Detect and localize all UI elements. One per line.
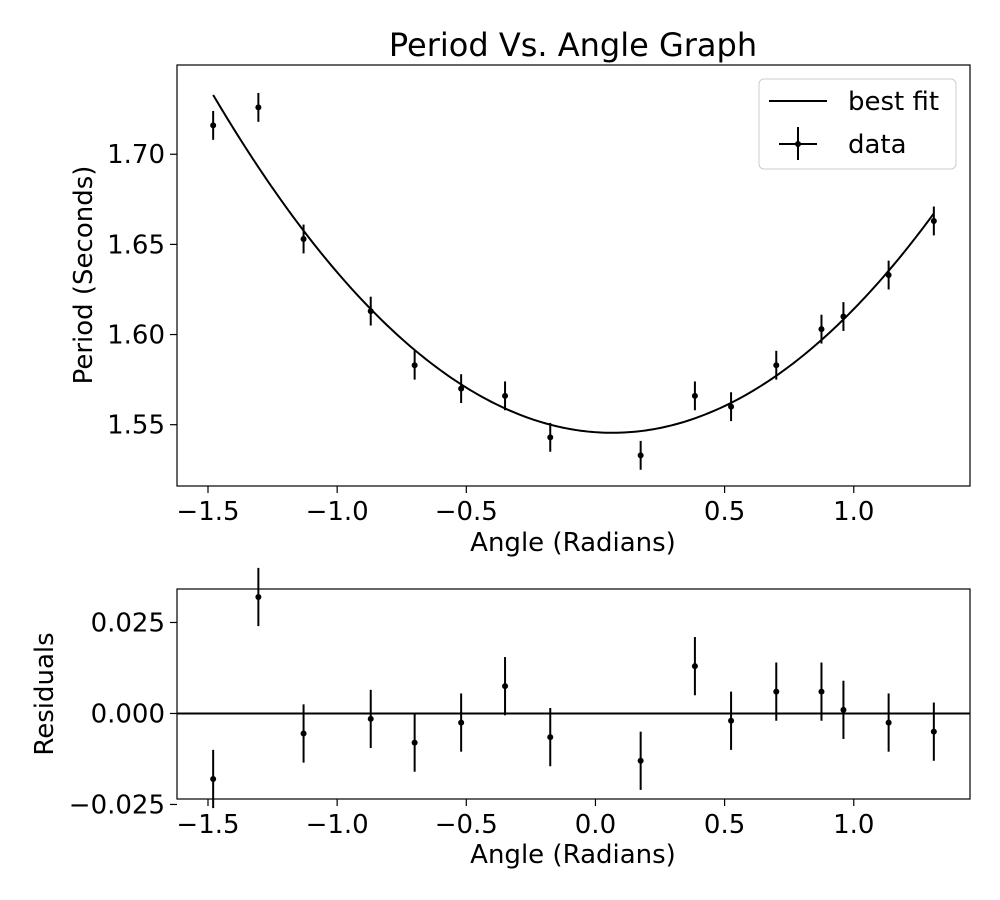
x-tick-label: 0.5 [704,497,745,527]
data-point [728,717,735,724]
x-tick-label: 0.0 [575,810,616,840]
data-point [691,392,698,399]
x-tick-label: −1.5 [176,497,239,527]
x-tick-label: 1.0 [833,497,874,527]
residuals-y-ticks: −0.025 0.000 0.025 [69,608,177,820]
data-point [818,326,825,333]
legend-best-fit-label: best fit [848,87,939,117]
y-tick-label: 0.000 [91,699,165,729]
data-point [930,217,937,224]
data-point [728,403,735,410]
x-tick-label: 0.5 [704,810,745,840]
residuals-plot-frame [176,588,971,800]
data-point [458,719,465,726]
y-tick-label: 1.55 [107,411,165,441]
data-point [502,683,509,690]
data-point [885,719,892,726]
legend: best fit data [758,78,957,170]
data-point [637,452,644,459]
data-point [210,775,217,782]
data-point [637,757,644,764]
residuals-x-ticks: −1.5 −1.0 −0.5 0.0 0.5 1.0 [176,799,874,840]
residuals-data-points [210,567,937,809]
data-point [547,434,554,441]
y-tick-label: −0.025 [69,790,165,820]
x-tick-label: −1.5 [176,810,239,840]
period-y-ticks: 1.55 1.60 1.65 1.70 [107,140,177,441]
period-x-ticks: −1.5 −1.0 −0.5 0.5 1.0 [176,486,874,527]
data-point [411,739,418,746]
y-tick-label: 1.70 [107,140,165,170]
data-point [300,235,307,242]
chart-title: Period Vs. Angle Graph [389,26,757,64]
data-point [255,104,262,111]
data-point [367,715,374,722]
x-tick-label: 1.0 [833,810,874,840]
data-point [773,688,780,695]
data-point [691,663,698,670]
data-point [885,272,892,279]
data-point [502,392,509,399]
best-fit-curve [212,94,935,434]
legend-data-swatch-marker [795,141,801,147]
y-tick-label: 1.65 [107,230,165,260]
x-tick-label: −0.5 [435,497,498,527]
x-tick-label: −1.0 [306,810,369,840]
data-point [547,734,554,741]
data-point [367,308,374,315]
period-y-axis-label: Period (Seconds) [69,166,99,385]
legend-data-label: data [848,130,907,160]
data-point [411,362,418,369]
residuals-x-axis-label: Angle (Radians) [470,840,676,870]
data-point [840,706,847,713]
x-tick-label: −1.0 [306,497,369,527]
residuals-plot: −1.5 −1.0 −0.5 0.0 0.5 1.0 −0.025 0.000 0.025 A… [30,567,971,870]
x-tick-label: −0.5 [435,810,498,840]
y-tick-label: 0.025 [91,608,165,638]
residuals-y-axis-label: Residuals [30,632,60,755]
data-point [930,728,937,735]
period-x-axis-label: Angle (Radians) [470,528,676,558]
period-data-points [210,92,937,470]
data-point [458,385,465,392]
data-point [840,313,847,320]
data-point [773,362,780,369]
data-point [255,594,262,601]
data-point [210,122,217,129]
data-point [818,688,825,695]
period-plot-frame [176,64,971,487]
y-tick-label: 1.60 [107,321,165,351]
period-plot: Period Vs. Angle Graph −1.5 −1.0 −0.5 0.5 1.… [69,26,971,558]
data-point [300,730,307,737]
